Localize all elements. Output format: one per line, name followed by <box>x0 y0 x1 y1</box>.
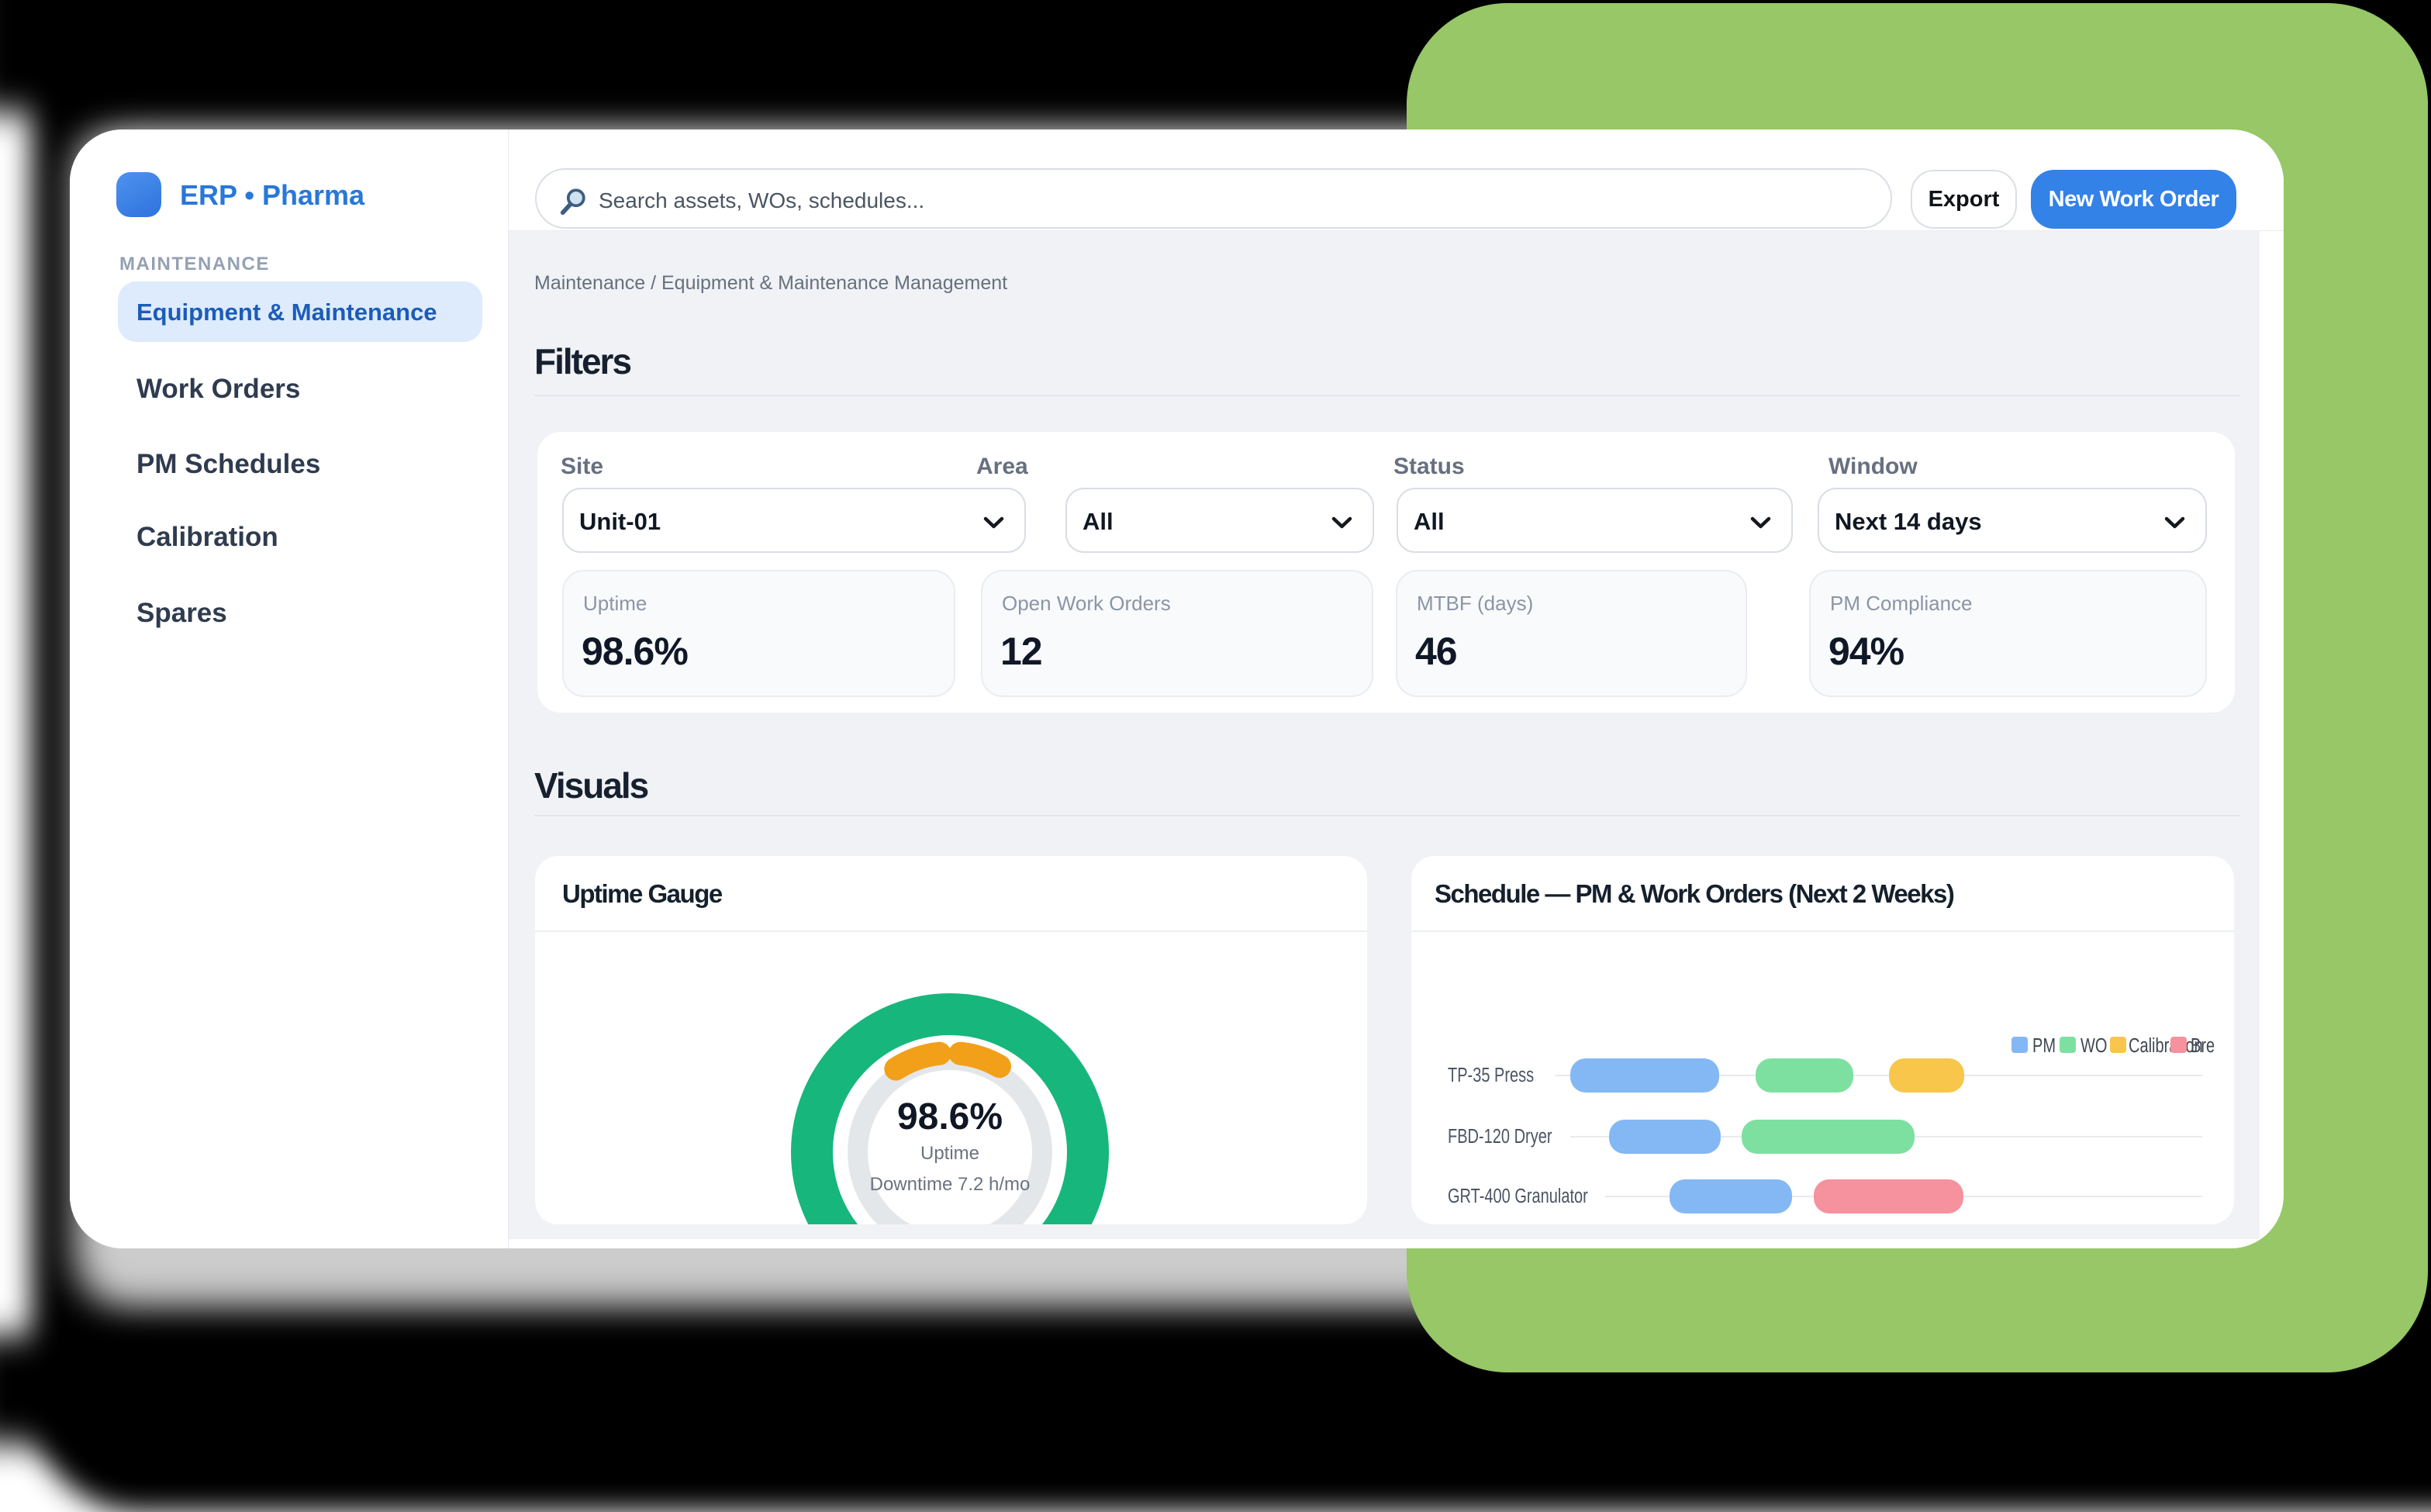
svg-text:Downtime 7.2 h/mo: Downtime 7.2 h/mo <box>870 1174 1031 1195</box>
svg-text:98.6%: 98.6% <box>897 1096 1003 1137</box>
svg-text:Uptime: Uptime <box>920 1143 979 1164</box>
